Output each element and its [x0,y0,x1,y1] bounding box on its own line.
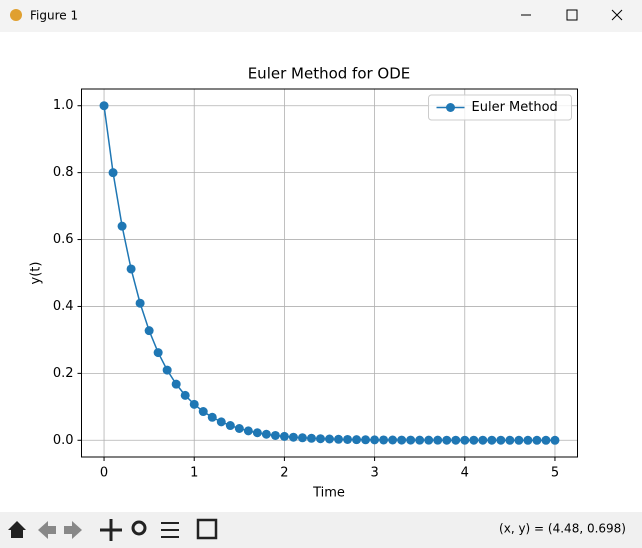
data-point [361,435,371,445]
title-bar [0,0,642,32]
data-point [126,264,136,274]
x-tick-label: 0 [100,466,108,481]
y-tick-label: 0.4 [53,299,74,314]
data-point [117,221,127,231]
data-point [243,426,253,436]
pan-button[interactable] [100,519,122,541]
data-point [162,365,172,375]
data-point [550,435,560,445]
data-point [315,434,325,444]
data-point [325,434,334,444]
save-button[interactable] [196,518,218,540]
data-point [343,434,353,444]
data-point [487,435,497,445]
data-point [415,435,425,445]
data-point [189,399,199,409]
series-line [103,105,555,442]
data-point [135,298,145,308]
y-tick-label: 1.0 [53,98,74,113]
data-point [406,435,416,445]
data-point [388,435,398,445]
y-tick-label: 0.8 [53,165,74,180]
data-point [379,435,389,445]
data-point [207,412,217,422]
configure-button[interactable] [161,522,179,538]
y-axis-label: y(t) [29,262,44,285]
data-point [171,379,181,389]
data-point [370,435,380,445]
data-point [514,435,524,445]
grid [81,89,578,457]
data-point [270,430,280,440]
zoom-button[interactable] [131,520,147,536]
data-point [180,390,190,400]
x-tick-label: 3 [370,466,378,481]
y-tick-label: 0.0 [53,433,74,448]
data-point [288,432,298,442]
data-point [144,326,154,336]
data-point [352,435,362,445]
legend-marker [446,103,455,112]
data-point [523,435,533,445]
data-point [252,428,262,438]
x-tick-label: 5 [551,466,559,481]
forward-button[interactable] [64,521,82,539]
data-point [198,407,208,417]
data-point [469,435,479,445]
data-point [261,429,271,439]
data-point [216,417,226,427]
chart-title: Euler Method for ODE [248,65,411,83]
data-point [532,435,542,445]
axes-frame [81,88,578,458]
data-point [460,435,470,445]
data-point [424,435,434,445]
y-tick-label: 0.2 [53,366,74,381]
data-point [442,435,452,445]
data-point [433,435,443,445]
status-text: (x, y) = (4.48, 0.698) [499,522,626,536]
x-axis-label: Time [312,486,345,501]
maximize-button[interactable] [566,9,578,21]
data-point [541,435,551,445]
x-tick-label: 4 [461,466,469,481]
data-point [496,435,506,445]
data-point [505,435,515,445]
window-title: Figure 1 [30,9,78,23]
data-point [397,435,407,445]
data-point [451,435,461,445]
data-point [334,434,344,444]
data-point [279,431,289,441]
data-point [108,168,118,178]
legend-box [428,94,572,121]
x-tick-label: 2 [280,466,288,481]
home-button[interactable] [8,521,26,538]
data-point [153,348,163,358]
close-button[interactable] [611,9,623,21]
data-point [234,423,244,433]
app-icon [10,9,22,21]
y-tick-label: 0.6 [53,232,74,247]
x-tick-label: 1 [190,466,198,481]
data-point [478,435,488,445]
back-button[interactable] [38,521,56,539]
data-point [225,421,235,431]
data-point [306,433,316,443]
legend-label: Euler Method [472,100,558,115]
data-point [297,433,307,443]
data-point [99,101,109,111]
